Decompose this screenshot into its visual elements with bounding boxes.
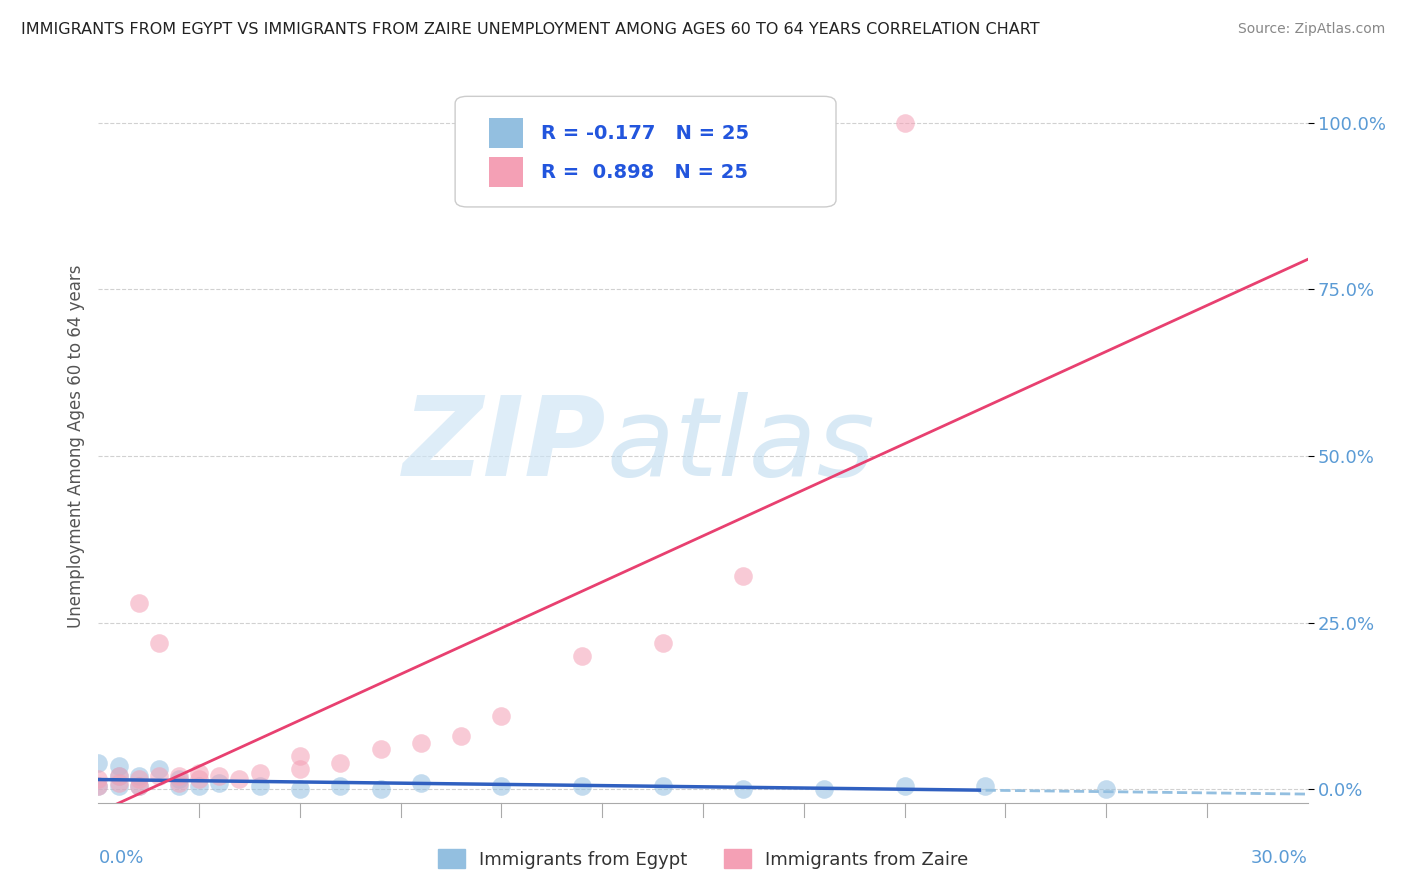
Point: [733, 569, 755, 583]
Bar: [489, 157, 523, 187]
Point: [893, 779, 915, 793]
Point: [228, 772, 250, 787]
Point: [148, 769, 170, 783]
Point: [208, 776, 231, 790]
Text: 0.0%: 0.0%: [98, 849, 143, 867]
Point: [329, 779, 352, 793]
Point: [107, 769, 129, 783]
Point: [893, 115, 915, 129]
Point: [167, 772, 190, 787]
Point: [571, 779, 593, 793]
Point: [813, 782, 835, 797]
Point: [107, 776, 129, 790]
Point: [370, 742, 392, 756]
Point: [107, 769, 129, 783]
Point: [148, 636, 170, 650]
Text: Source: ZipAtlas.com: Source: ZipAtlas.com: [1237, 22, 1385, 37]
Point: [87, 779, 110, 793]
Point: [188, 772, 211, 787]
Point: [128, 769, 150, 783]
Text: ZIP: ZIP: [402, 392, 606, 500]
Point: [288, 763, 311, 777]
Text: R =  0.898   N = 25: R = 0.898 N = 25: [541, 163, 748, 182]
Point: [370, 782, 392, 797]
Point: [651, 636, 673, 650]
Point: [733, 782, 755, 797]
Point: [188, 779, 211, 793]
Point: [249, 765, 271, 780]
Y-axis label: Unemployment Among Ages 60 to 64 years: Unemployment Among Ages 60 to 64 years: [66, 264, 84, 628]
Point: [128, 779, 150, 793]
Point: [107, 759, 129, 773]
Point: [288, 749, 311, 764]
Point: [409, 736, 432, 750]
Text: 30.0%: 30.0%: [1251, 849, 1308, 867]
Point: [208, 769, 231, 783]
Point: [450, 729, 472, 743]
Point: [128, 772, 150, 787]
FancyBboxPatch shape: [456, 96, 837, 207]
Point: [107, 779, 129, 793]
Point: [188, 765, 211, 780]
Point: [974, 779, 997, 793]
Text: R = -0.177   N = 25: R = -0.177 N = 25: [541, 124, 749, 143]
Point: [167, 776, 190, 790]
Point: [128, 596, 150, 610]
Point: [87, 756, 110, 770]
Point: [409, 776, 432, 790]
Point: [87, 772, 110, 787]
Point: [167, 769, 190, 783]
Point: [87, 779, 110, 793]
Point: [148, 763, 170, 777]
Point: [249, 779, 271, 793]
Text: atlas: atlas: [606, 392, 875, 500]
Legend: Immigrants from Egypt, Immigrants from Zaire: Immigrants from Egypt, Immigrants from Z…: [430, 842, 976, 876]
Point: [288, 782, 311, 797]
Point: [571, 649, 593, 664]
Point: [128, 779, 150, 793]
Bar: [489, 118, 523, 148]
Point: [329, 756, 352, 770]
Text: IMMIGRANTS FROM EGYPT VS IMMIGRANTS FROM ZAIRE UNEMPLOYMENT AMONG AGES 60 TO 64 : IMMIGRANTS FROM EGYPT VS IMMIGRANTS FROM…: [21, 22, 1039, 37]
Point: [651, 779, 673, 793]
Point: [1095, 782, 1118, 797]
Point: [167, 779, 190, 793]
Point: [491, 709, 513, 723]
Point: [491, 779, 513, 793]
